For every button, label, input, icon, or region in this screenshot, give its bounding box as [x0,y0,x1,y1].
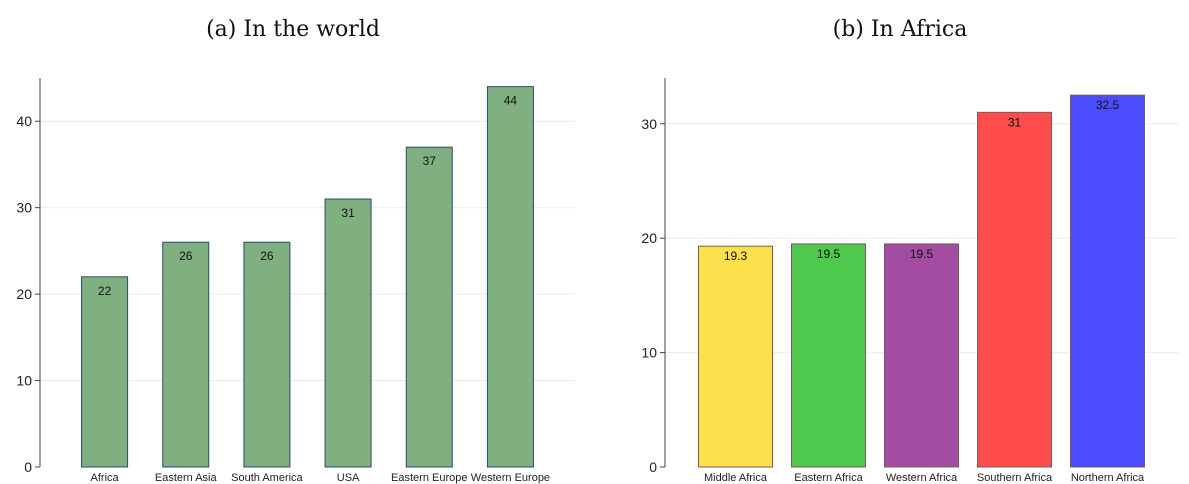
bar-data-label: 19.3 [724,249,748,263]
chart-panel-africa: (b) In Africa 0 10 20 30 19.3 Middle Africa 19.… [641,17,1178,484]
y-tick-label: 20 [641,230,657,246]
bar [243,241,291,468]
bar-data-label: 44 [504,94,518,108]
y-tick-label: 10 [16,373,32,389]
bar [486,86,534,468]
x-category-label: Africa [91,472,120,484]
y-tick-label: 40 [16,113,32,129]
y-tick-label: 30 [16,200,32,216]
bar [1070,94,1145,468]
x-category-label: South America [231,472,303,484]
x-category-label: USA [337,472,360,484]
y-tick-label: 0 [24,459,32,475]
bar [81,276,129,468]
y-tick-label: 30 [641,116,657,132]
bar-data-label: 22 [98,284,112,298]
chart-title: (a) In the world [206,17,380,42]
bar [884,243,959,468]
x-category-label: Eastern Africa [794,472,863,484]
bar [162,241,210,468]
bar-data-label: 31 [341,206,355,220]
x-category-label: Middle Africa [704,472,768,484]
x-category-label: Eastern Asia [155,472,218,484]
x-category-label: Southern Africa [977,472,1053,484]
bar-data-label: 32.5 [1096,98,1120,112]
bar-data-label: 19.5 [817,247,841,261]
bar [698,245,773,468]
y-tick-label: 10 [641,345,657,361]
chart-title: (b) In Africa [833,17,968,42]
x-category-label: Western Africa [886,472,958,484]
bar-data-label: 26 [179,249,193,263]
bar-data-label: 26 [260,249,274,263]
bar [324,198,372,468]
x-category-label: Eastern Europe [391,472,467,484]
bar [791,243,866,468]
y-tick-label: 20 [16,286,32,302]
bar [405,146,453,468]
x-category-label: Northern Africa [1071,472,1145,484]
x-category-label: Western Europe [471,472,550,484]
bar-data-label: 37 [423,154,437,168]
y-tick-label: 0 [649,459,657,475]
chart-panel-world: (a) In the world 0 10 20 30 40 22 Africa 26 Easte… [16,17,575,484]
bar-data-label: 31 [1008,115,1022,129]
bar-data-label: 19.5 [910,247,934,261]
bar [977,111,1052,468]
